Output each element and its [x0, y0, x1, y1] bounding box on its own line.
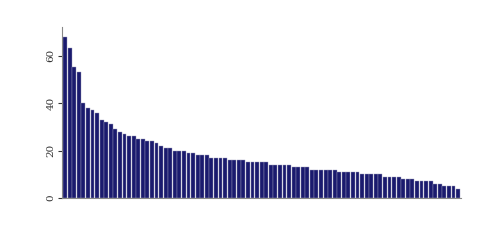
Bar	[72, 67, 76, 198]
Bar	[342, 172, 346, 198]
Bar	[356, 172, 360, 198]
Bar	[337, 172, 341, 198]
Bar	[369, 174, 373, 198]
Bar	[214, 158, 218, 198]
Bar	[305, 167, 309, 198]
Bar	[63, 36, 67, 198]
Bar	[241, 160, 245, 198]
Bar	[378, 174, 383, 198]
Bar	[292, 167, 296, 198]
Bar	[429, 181, 432, 198]
Bar	[246, 162, 250, 198]
Bar	[178, 151, 181, 198]
Bar	[274, 165, 277, 198]
Bar	[365, 174, 369, 198]
Bar	[264, 162, 268, 198]
Bar	[387, 177, 392, 198]
Bar	[424, 181, 428, 198]
Bar	[433, 184, 437, 198]
Bar	[360, 174, 364, 198]
Bar	[173, 151, 177, 198]
Bar	[100, 120, 104, 198]
Bar	[410, 179, 414, 198]
Bar	[237, 160, 240, 198]
Bar	[150, 141, 154, 198]
Bar	[443, 186, 446, 198]
Bar	[113, 129, 117, 198]
Bar	[205, 155, 209, 198]
Bar	[406, 179, 410, 198]
Bar	[420, 181, 423, 198]
Bar	[118, 131, 122, 198]
Bar	[86, 108, 90, 198]
Bar	[223, 158, 227, 198]
Bar	[168, 148, 172, 198]
Bar	[68, 48, 72, 198]
Bar	[401, 179, 405, 198]
Bar	[314, 169, 318, 198]
Bar	[122, 134, 126, 198]
Bar	[255, 162, 259, 198]
Bar	[127, 136, 131, 198]
Bar	[164, 148, 168, 198]
Bar	[218, 158, 222, 198]
Bar	[392, 177, 396, 198]
Bar	[191, 153, 195, 198]
Bar	[159, 146, 163, 198]
Bar	[104, 122, 108, 198]
Bar	[415, 181, 419, 198]
Bar	[232, 160, 236, 198]
Bar	[269, 165, 273, 198]
Bar	[397, 177, 401, 198]
Bar	[228, 160, 231, 198]
Bar	[136, 139, 140, 198]
Bar	[187, 153, 191, 198]
Bar	[452, 186, 456, 198]
Bar	[324, 169, 327, 198]
Bar	[182, 151, 186, 198]
Bar	[196, 155, 200, 198]
Bar	[333, 169, 336, 198]
Bar	[209, 158, 213, 198]
Bar	[347, 172, 350, 198]
Bar	[287, 165, 291, 198]
Bar	[77, 72, 81, 198]
Bar	[351, 172, 355, 198]
Bar	[260, 162, 264, 198]
Bar	[447, 186, 451, 198]
Bar	[109, 124, 113, 198]
Bar	[132, 136, 136, 198]
Bar	[278, 165, 282, 198]
Bar	[374, 174, 378, 198]
Bar	[141, 139, 145, 198]
Bar	[456, 189, 460, 198]
Bar	[301, 167, 305, 198]
Bar	[145, 141, 149, 198]
Bar	[200, 155, 204, 198]
Bar	[251, 162, 254, 198]
Bar	[155, 143, 158, 198]
Bar	[383, 177, 387, 198]
Bar	[283, 165, 287, 198]
Bar	[296, 167, 300, 198]
Bar	[438, 184, 442, 198]
Bar	[328, 169, 332, 198]
Bar	[95, 112, 99, 198]
Bar	[82, 103, 85, 198]
Bar	[91, 110, 95, 198]
Bar	[319, 169, 323, 198]
Bar	[310, 169, 314, 198]
